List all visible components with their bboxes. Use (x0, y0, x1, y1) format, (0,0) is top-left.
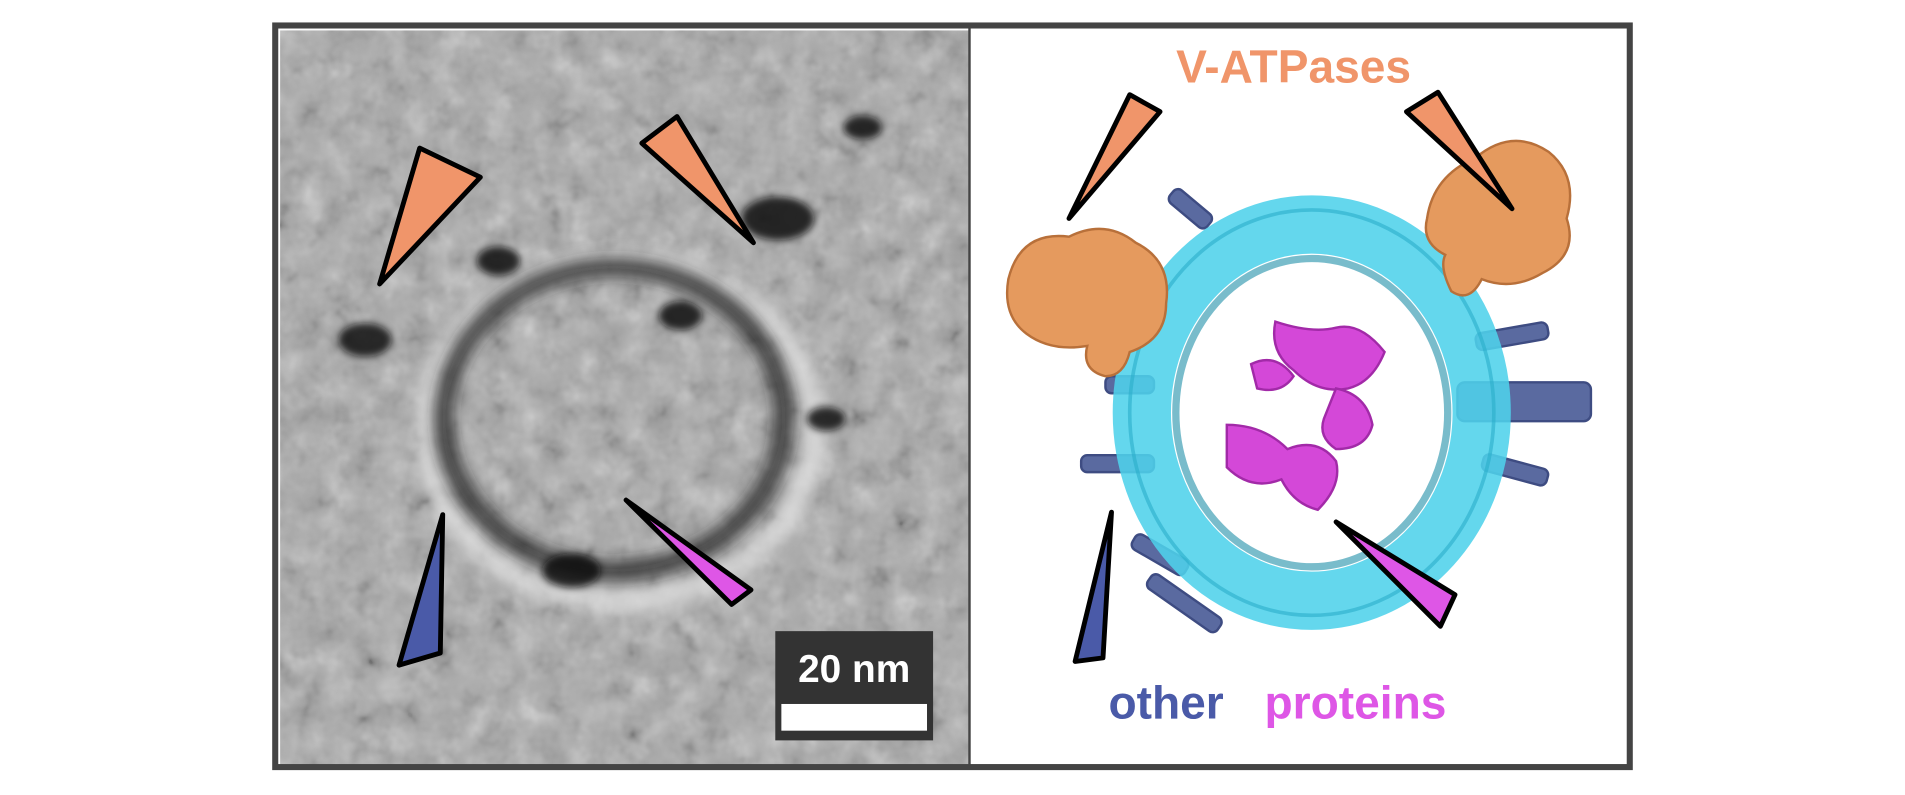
scale-bar (781, 703, 928, 731)
micrograph: 20 nm (280, 30, 970, 765)
proteins-label: proteins (1265, 677, 1447, 729)
rendering: V-ATPases other proteins (1005, 41, 1593, 729)
arrowheads (1066, 89, 1515, 664)
other-label: other (1108, 677, 1223, 729)
v-atpase-blobs (1005, 139, 1572, 378)
v-atpases-label: V-ATPases (1176, 41, 1411, 93)
frame (272, 22, 1633, 771)
arrowheads (377, 114, 756, 668)
scale-label: 20 nm (798, 648, 910, 691)
